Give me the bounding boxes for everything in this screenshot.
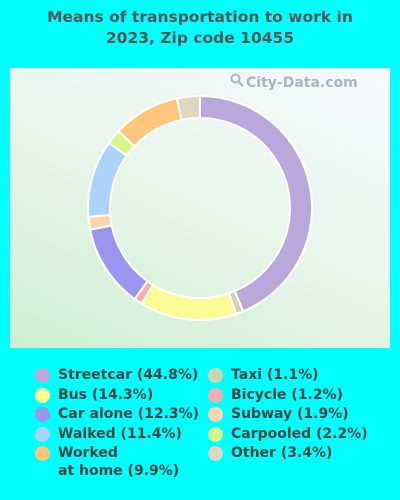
watermark: City-Data.com (230, 73, 358, 91)
donut-slice-car-alone[interactable] (88, 224, 149, 301)
donut-slice-other[interactable] (175, 94, 201, 122)
donut-slice-bus[interactable] (140, 283, 238, 321)
chart-title: Means of transportation to work in 2023,… (0, 7, 400, 49)
donut-slice-streetcar[interactable] (199, 94, 313, 313)
watermark-text: City-Data.com (246, 75, 358, 91)
chart-title-line-2: 2023, Zip code 10455 (105, 29, 295, 47)
chart-title-line-1: Means of transportation to work in (47, 8, 353, 26)
donut-slice-walked[interactable] (87, 141, 129, 218)
donut-slice-worked-at-home[interactable] (117, 97, 183, 148)
magnifier-icon (230, 73, 244, 91)
